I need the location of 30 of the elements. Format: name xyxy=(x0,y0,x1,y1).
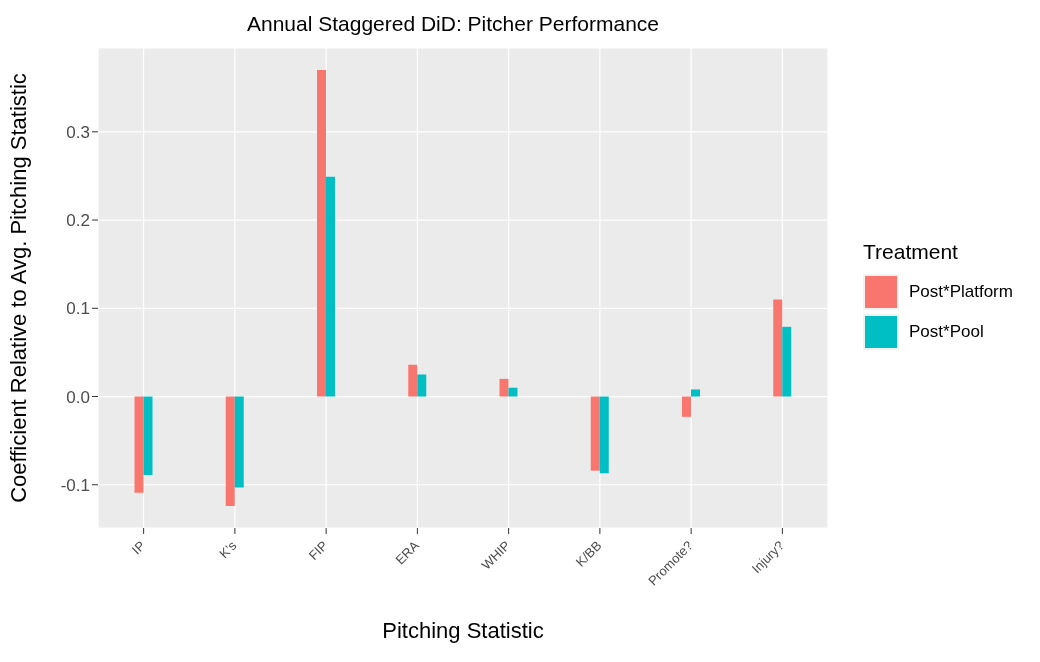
bar xyxy=(225,396,235,506)
x-axis-title: Pitching Statistic xyxy=(382,618,544,643)
bar xyxy=(599,396,609,474)
x-tick-label: K's xyxy=(216,537,240,562)
y-tick-label: 0.0 xyxy=(66,387,90,407)
bar xyxy=(508,387,518,397)
bar xyxy=(408,364,418,397)
bar xyxy=(682,396,691,417)
bar xyxy=(691,389,700,397)
legend-title: Treatment xyxy=(863,240,959,264)
y-tick-label: 0.3 xyxy=(66,122,90,142)
bar xyxy=(143,396,153,476)
bar xyxy=(134,396,144,493)
bar xyxy=(417,374,427,397)
y-tick-label: 0.1 xyxy=(66,299,90,319)
bar xyxy=(499,378,509,397)
x-tick-label: IP xyxy=(128,537,149,558)
legend-label: Post*Pool xyxy=(909,322,984,342)
bar xyxy=(317,70,326,397)
x-tick-label: FIP xyxy=(305,537,331,563)
bar xyxy=(234,396,244,488)
y-axis-title: Coefficient Relative to Avg. Pitching Statistic xyxy=(5,73,31,503)
y-tick-label: -0.1 xyxy=(60,475,90,495)
legend-label: Post*Platform xyxy=(909,282,1013,302)
y-tick-label: 0.2 xyxy=(66,211,90,231)
bar xyxy=(590,396,600,471)
bar xyxy=(773,299,783,397)
bar xyxy=(326,176,335,397)
bar xyxy=(782,326,792,397)
chart-title: Annual Staggered DiD: Pitcher Performance xyxy=(245,12,660,36)
